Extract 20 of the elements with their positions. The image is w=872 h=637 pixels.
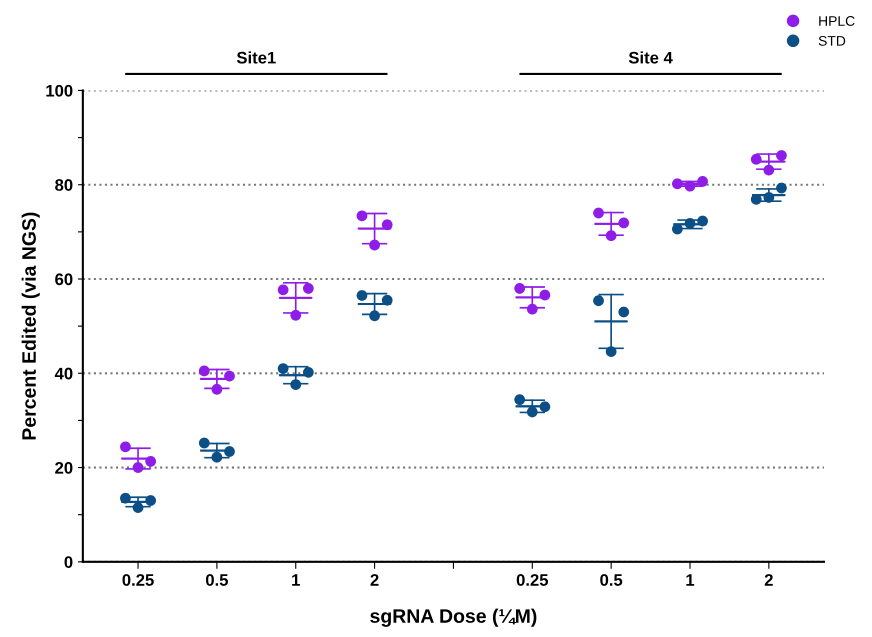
y-tick-label: 40 (54, 368, 72, 380)
y-tick-label: 0 (64, 556, 72, 568)
x-tick-label: 0.25 (122, 574, 154, 586)
y-tick-label: 20 (55, 462, 72, 474)
legend-label: STD (818, 36, 846, 46)
y-tick-label: 80 (55, 179, 72, 191)
y-tick-label: 100 (46, 84, 72, 97)
y-axis-title: Percent Edited (via NGS) (22, 212, 40, 440)
y-tick-label: 60 (55, 273, 72, 286)
x-tick-label: 1 (292, 574, 300, 586)
x-tick-label: 2 (370, 574, 379, 586)
x-tick-label: 1 (686, 574, 694, 586)
x-tick-label: 0.5 (206, 574, 228, 586)
x-tick-label: 2 (764, 574, 773, 586)
x-axis-title: sgRNA Dose (¼M) (370, 608, 536, 627)
legend-label: HPLC (819, 16, 855, 26)
text: Site 4 (628, 51, 673, 64)
text: Site1 (236, 51, 276, 64)
x-tick-label: 0.25 (516, 574, 548, 586)
x-tick-label: 0.5 (600, 574, 622, 586)
